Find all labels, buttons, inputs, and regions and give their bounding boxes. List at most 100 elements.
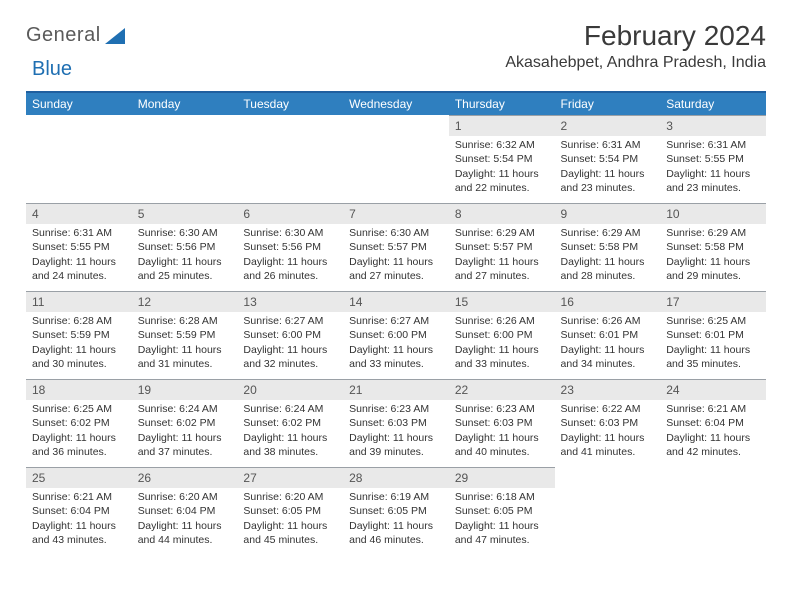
sunset-text: Sunset: 6:01 PM	[561, 328, 655, 342]
day-details: Sunrise: 6:30 AMSunset: 5:57 PMDaylight:…	[343, 224, 449, 287]
day-number: 13	[237, 291, 343, 312]
sunrise-text: Sunrise: 6:25 AM	[32, 402, 126, 416]
day-number: 21	[343, 379, 449, 400]
day-cell-21: 21Sunrise: 6:23 AMSunset: 6:03 PMDayligh…	[343, 379, 449, 467]
weekday-header-monday: Monday	[132, 92, 238, 115]
sunset-text: Sunset: 5:57 PM	[349, 240, 443, 254]
sunset-text: Sunset: 6:04 PM	[138, 504, 232, 518]
sunrise-text: Sunrise: 6:26 AM	[455, 314, 549, 328]
weekday-header-thursday: Thursday	[449, 92, 555, 115]
day-details: Sunrise: 6:25 AMSunset: 6:02 PMDaylight:…	[26, 400, 132, 463]
calendar-page: General February 2024 Akasahebpet, Andhr…	[0, 0, 792, 575]
day-number: 18	[26, 379, 132, 400]
daylight-text: Daylight: 11 hours and 30 minutes.	[32, 343, 126, 371]
sunset-text: Sunset: 5:58 PM	[666, 240, 760, 254]
sunrise-text: Sunrise: 6:19 AM	[349, 490, 443, 504]
sunrise-text: Sunrise: 6:31 AM	[561, 138, 655, 152]
sunrise-text: Sunrise: 6:22 AM	[561, 402, 655, 416]
day-number: 4	[26, 203, 132, 224]
day-number: 11	[26, 291, 132, 312]
day-details: Sunrise: 6:27 AMSunset: 6:00 PMDaylight:…	[343, 312, 449, 375]
day-number: 2	[555, 115, 661, 136]
day-details: Sunrise: 6:28 AMSunset: 5:59 PMDaylight:…	[132, 312, 238, 375]
day-details: Sunrise: 6:24 AMSunset: 6:02 PMDaylight:…	[132, 400, 238, 463]
sunset-text: Sunset: 6:00 PM	[349, 328, 443, 342]
day-cell-25: 25Sunrise: 6:21 AMSunset: 6:04 PMDayligh…	[26, 467, 132, 555]
sunset-text: Sunset: 6:03 PM	[349, 416, 443, 430]
day-cell-20: 20Sunrise: 6:24 AMSunset: 6:02 PMDayligh…	[237, 379, 343, 467]
daylight-text: Daylight: 11 hours and 35 minutes.	[666, 343, 760, 371]
sunset-text: Sunset: 6:02 PM	[243, 416, 337, 430]
sunset-text: Sunset: 6:01 PM	[666, 328, 760, 342]
day-details: Sunrise: 6:23 AMSunset: 6:03 PMDaylight:…	[449, 400, 555, 463]
day-cell-10: 10Sunrise: 6:29 AMSunset: 5:58 PMDayligh…	[660, 203, 766, 291]
sunset-text: Sunset: 5:58 PM	[561, 240, 655, 254]
sunrise-text: Sunrise: 6:23 AM	[455, 402, 549, 416]
day-details: Sunrise: 6:32 AMSunset: 5:54 PMDaylight:…	[449, 136, 555, 199]
daylight-text: Daylight: 11 hours and 27 minutes.	[349, 255, 443, 283]
day-cell-6: 6Sunrise: 6:30 AMSunset: 5:56 PMDaylight…	[237, 203, 343, 291]
sunset-text: Sunset: 6:05 PM	[455, 504, 549, 518]
sunrise-text: Sunrise: 6:18 AM	[455, 490, 549, 504]
daylight-text: Daylight: 11 hours and 41 minutes.	[561, 431, 655, 459]
sunset-text: Sunset: 5:54 PM	[455, 152, 549, 166]
day-cell-27: 27Sunrise: 6:20 AMSunset: 6:05 PMDayligh…	[237, 467, 343, 555]
daylight-text: Daylight: 11 hours and 23 minutes.	[666, 167, 760, 195]
day-details: Sunrise: 6:26 AMSunset: 6:00 PMDaylight:…	[449, 312, 555, 375]
day-details: Sunrise: 6:21 AMSunset: 6:04 PMDaylight:…	[26, 488, 132, 551]
day-cell-23: 23Sunrise: 6:22 AMSunset: 6:03 PMDayligh…	[555, 379, 661, 467]
sunrise-text: Sunrise: 6:29 AM	[561, 226, 655, 240]
weekday-header-friday: Friday	[555, 92, 661, 115]
day-number: 5	[132, 203, 238, 224]
daylight-text: Daylight: 11 hours and 25 minutes.	[138, 255, 232, 283]
sunrise-text: Sunrise: 6:27 AM	[243, 314, 337, 328]
sunset-text: Sunset: 6:04 PM	[666, 416, 760, 430]
daylight-text: Daylight: 11 hours and 37 minutes.	[138, 431, 232, 459]
empty-cell	[26, 115, 132, 203]
day-number: 3	[660, 115, 766, 136]
day-cell-2: 2Sunrise: 6:31 AMSunset: 5:54 PMDaylight…	[555, 115, 661, 203]
day-number: 6	[237, 203, 343, 224]
daylight-text: Daylight: 11 hours and 45 minutes.	[243, 519, 337, 547]
day-number: 9	[555, 203, 661, 224]
sunrise-text: Sunrise: 6:21 AM	[32, 490, 126, 504]
day-cell-3: 3Sunrise: 6:31 AMSunset: 5:55 PMDaylight…	[660, 115, 766, 203]
day-number: 23	[555, 379, 661, 400]
daylight-text: Daylight: 11 hours and 22 minutes.	[455, 167, 549, 195]
daylight-text: Daylight: 11 hours and 36 minutes.	[32, 431, 126, 459]
sunrise-text: Sunrise: 6:31 AM	[32, 226, 126, 240]
brand-logo: General	[26, 20, 127, 47]
daylight-text: Daylight: 11 hours and 38 minutes.	[243, 431, 337, 459]
sunrise-text: Sunrise: 6:21 AM	[666, 402, 760, 416]
day-number: 7	[343, 203, 449, 224]
brand-triangle-icon	[105, 28, 125, 44]
sunrise-text: Sunrise: 6:28 AM	[138, 314, 232, 328]
sunset-text: Sunset: 5:54 PM	[561, 152, 655, 166]
day-number: 10	[660, 203, 766, 224]
day-number: 15	[449, 291, 555, 312]
sunset-text: Sunset: 5:56 PM	[243, 240, 337, 254]
empty-cell	[132, 115, 238, 203]
day-cell-19: 19Sunrise: 6:24 AMSunset: 6:02 PMDayligh…	[132, 379, 238, 467]
day-cell-14: 14Sunrise: 6:27 AMSunset: 6:00 PMDayligh…	[343, 291, 449, 379]
day-details: Sunrise: 6:20 AMSunset: 6:04 PMDaylight:…	[132, 488, 238, 551]
sunrise-text: Sunrise: 6:26 AM	[561, 314, 655, 328]
day-number: 1	[449, 115, 555, 136]
day-number: 27	[237, 467, 343, 488]
day-details: Sunrise: 6:26 AMSunset: 6:01 PMDaylight:…	[555, 312, 661, 375]
sunrise-text: Sunrise: 6:23 AM	[349, 402, 443, 416]
sunset-text: Sunset: 5:55 PM	[32, 240, 126, 254]
day-cell-15: 15Sunrise: 6:26 AMSunset: 6:00 PMDayligh…	[449, 291, 555, 379]
empty-cell	[237, 115, 343, 203]
day-number: 19	[132, 379, 238, 400]
day-details: Sunrise: 6:30 AMSunset: 5:56 PMDaylight:…	[132, 224, 238, 287]
calendar-weekday-header: SundayMondayTuesdayWednesdayThursdayFrid…	[26, 92, 766, 115]
day-cell-7: 7Sunrise: 6:30 AMSunset: 5:57 PMDaylight…	[343, 203, 449, 291]
day-cell-22: 22Sunrise: 6:23 AMSunset: 6:03 PMDayligh…	[449, 379, 555, 467]
day-cell-8: 8Sunrise: 6:29 AMSunset: 5:57 PMDaylight…	[449, 203, 555, 291]
sunrise-text: Sunrise: 6:20 AM	[243, 490, 337, 504]
day-cell-1: 1Sunrise: 6:32 AMSunset: 5:54 PMDaylight…	[449, 115, 555, 203]
day-cell-26: 26Sunrise: 6:20 AMSunset: 6:04 PMDayligh…	[132, 467, 238, 555]
daylight-text: Daylight: 11 hours and 46 minutes.	[349, 519, 443, 547]
daylight-text: Daylight: 11 hours and 47 minutes.	[455, 519, 549, 547]
